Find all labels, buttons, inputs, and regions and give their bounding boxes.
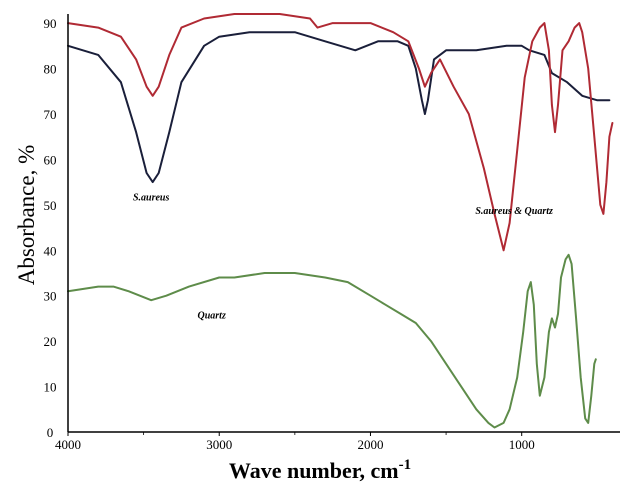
y-tick-label: 30 <box>44 289 57 304</box>
y-tick-label: 40 <box>44 243 57 258</box>
x-tick-label: 1000 <box>509 437 535 452</box>
x-axis-label: Wave number, cm-1 <box>229 457 411 483</box>
y-tick-label: 90 <box>44 16 57 31</box>
y-tick-label: 80 <box>44 62 57 77</box>
series-line-quartz <box>67 253 597 429</box>
series-annotation: S.aureus & Quartz <box>475 206 553 217</box>
series-line-s-aureus-quartz <box>67 13 614 252</box>
y-tick-label: 20 <box>44 334 57 349</box>
series-annotation: Quartz <box>197 310 225 321</box>
x-tick-label: 4000 <box>55 437 81 452</box>
x-axis-label-exponent: -1 <box>399 457 412 473</box>
y-tick-label: 60 <box>44 152 57 167</box>
y-axis-label: Absorbance, % <box>14 145 39 286</box>
series-line-s-aureus <box>67 31 611 184</box>
series-annotation: S.aureus <box>133 192 170 203</box>
y-tick-label: 0 <box>47 425 54 440</box>
x-tick-label: 2000 <box>357 437 383 452</box>
y-tick-label: 10 <box>44 380 57 395</box>
x-axis-label-text: Wave number, cm <box>229 458 399 483</box>
y-tick-label: 50 <box>44 198 57 213</box>
x-tick-label: 3000 <box>206 437 232 452</box>
y-tick-label: 70 <box>44 107 57 122</box>
